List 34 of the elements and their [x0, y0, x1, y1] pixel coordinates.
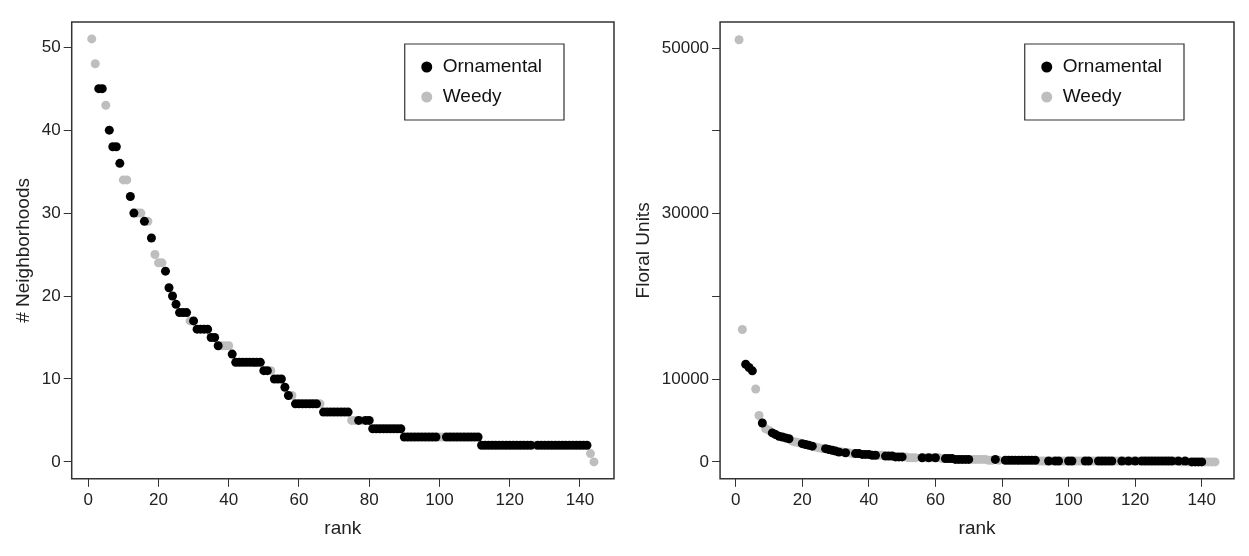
- x-tick-label: 60: [925, 489, 945, 509]
- legend-label: Weedy: [442, 85, 503, 107]
- x-tick-label: 120: [495, 489, 524, 509]
- y-tick-label: 10: [41, 368, 61, 388]
- x-tick-label: 100: [425, 489, 454, 509]
- y-tick-label: 0: [51, 451, 61, 471]
- y-tick-label: 30000: [661, 203, 710, 223]
- x-tick-label: 80: [359, 489, 379, 509]
- x-tick-label: 40: [859, 489, 879, 509]
- x-tick-label: 140: [565, 489, 595, 509]
- y-tick-label: 20: [41, 285, 61, 305]
- x-tick-label: 20: [792, 489, 812, 509]
- y-axis-title: Floral Units: [631, 202, 653, 299]
- x-axis-title: rank: [958, 516, 997, 538]
- y-tick-label: 40: [41, 119, 61, 139]
- y-tick-label: 10000: [661, 368, 710, 388]
- x-tick-label: 120: [1120, 489, 1150, 509]
- legend-label: Ornamental: [442, 55, 543, 77]
- x-tick-label: 60: [289, 489, 309, 509]
- y-axis-title: # Neighborhoods: [11, 178, 33, 323]
- x-tick-label: 0: [730, 489, 741, 509]
- x-tick-label: 140: [1187, 489, 1216, 509]
- x-axis-title: rank: [324, 516, 362, 538]
- x-tick-label: 100: [1054, 489, 1083, 509]
- y-tick-label: 50: [41, 36, 61, 56]
- x-tick-label: 0: [83, 489, 93, 509]
- legend-label: Ornamental: [1062, 55, 1163, 77]
- x-tick-label: 40: [219, 489, 239, 509]
- legend-label: Weedy: [1062, 85, 1123, 107]
- x-tick-label: 20: [149, 489, 168, 509]
- x-tick-label: 80: [992, 489, 1012, 509]
- y-tick-label: 0: [699, 451, 710, 471]
- y-tick-label: 30: [41, 202, 61, 222]
- y-tick-label: 50000: [661, 37, 710, 57]
